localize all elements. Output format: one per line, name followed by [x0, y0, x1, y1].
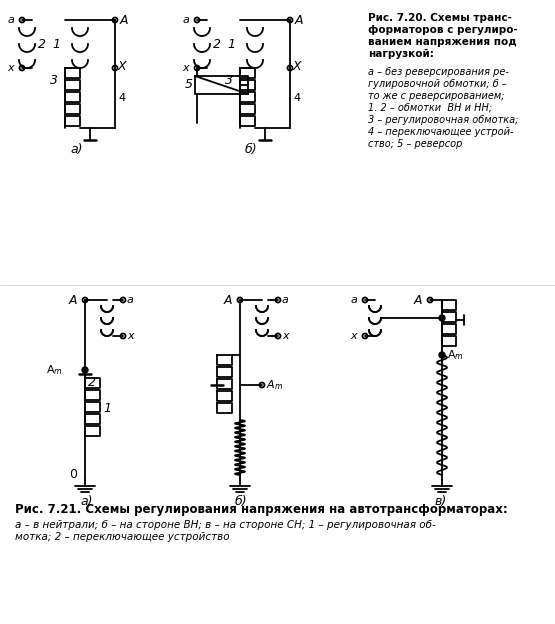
Text: х: х	[7, 63, 14, 73]
Text: ванием напряжения под: ванием напряжения под	[368, 37, 517, 47]
Text: 3 – регулировочная обмотка;: 3 – регулировочная обмотка;	[368, 115, 518, 125]
Text: 1: 1	[52, 37, 60, 51]
Text: А$_m$: А$_m$	[266, 378, 283, 392]
Text: нагрузкой:: нагрузкой:	[368, 49, 434, 59]
Text: 3: 3	[225, 74, 233, 87]
Text: гулировочной обмотки; б –: гулировочной обмотки; б –	[368, 79, 507, 89]
Text: x: x	[282, 331, 289, 341]
Text: x: x	[127, 331, 134, 341]
Text: A: A	[413, 293, 422, 306]
Text: А$_m$: А$_m$	[447, 348, 464, 362]
Text: а): а)	[80, 495, 93, 509]
Text: б): б)	[245, 144, 258, 157]
Text: X: X	[293, 59, 301, 72]
Text: 2: 2	[88, 376, 96, 389]
Text: мотка; 2 – переключающее устройство: мотка; 2 – переключающее устройство	[15, 532, 230, 542]
Text: 4 – переключающее устрой-: 4 – переключающее устрой-	[368, 127, 513, 137]
Text: форматоров с регулиро-: форматоров с регулиро-	[368, 25, 518, 35]
Text: Рис. 7.21. Схемы регулирования напряжения на автотрансформаторах:: Рис. 7.21. Схемы регулирования напряжени…	[15, 504, 508, 517]
Text: 5: 5	[185, 79, 193, 92]
Text: x: x	[183, 63, 189, 73]
Text: А$_m$: А$_m$	[46, 363, 63, 377]
Text: 1: 1	[103, 401, 111, 414]
Text: а: а	[7, 15, 14, 25]
Text: 2: 2	[213, 37, 221, 51]
Text: 4: 4	[118, 93, 125, 103]
Text: A: A	[295, 14, 304, 26]
Text: 2: 2	[38, 37, 46, 51]
Text: а: а	[282, 295, 289, 305]
Text: Рис. 7.20. Схемы транс-: Рис. 7.20. Схемы транс-	[368, 13, 512, 23]
Text: а): а)	[70, 144, 83, 157]
Text: ство; 5 – реверсор: ство; 5 – реверсор	[368, 139, 462, 149]
Text: A: A	[224, 293, 232, 306]
Text: то же с реверсированием;: то же с реверсированием;	[368, 91, 504, 101]
Text: 0: 0	[69, 469, 77, 482]
Text: A: A	[120, 14, 129, 26]
Text: 1. 2 – обмотки  ВН и НН;: 1. 2 – обмотки ВН и НН;	[368, 103, 492, 113]
Text: б): б)	[235, 495, 248, 509]
Circle shape	[439, 315, 445, 321]
Text: x: x	[350, 331, 357, 341]
Text: а: а	[127, 295, 134, 305]
Text: а: а	[182, 15, 189, 25]
Circle shape	[439, 352, 445, 358]
Text: 1: 1	[227, 37, 235, 51]
Text: X: X	[118, 59, 127, 72]
Text: а – в нейтрали; б – на стороне ВН; в – на стороне СН; 1 – регулировочная об-: а – в нейтрали; б – на стороне ВН; в – н…	[15, 520, 436, 530]
Text: а – без реверсирования ре-: а – без реверсирования ре-	[368, 67, 509, 77]
Text: а: а	[350, 295, 357, 305]
Text: в): в)	[435, 495, 447, 509]
Text: 3: 3	[50, 74, 58, 87]
Circle shape	[82, 367, 88, 373]
Text: A: A	[68, 293, 77, 306]
Text: 4: 4	[293, 93, 300, 103]
